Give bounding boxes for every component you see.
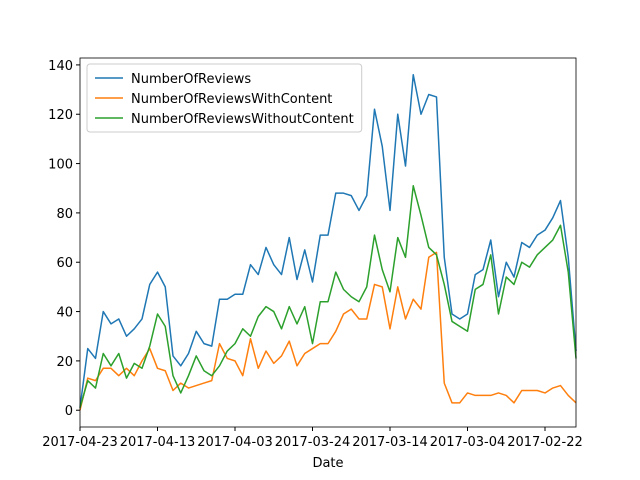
- y-tick-label: 40: [56, 306, 73, 321]
- y-tick-label: 60: [56, 256, 73, 271]
- x-tick-label: 2017-04-13: [120, 435, 196, 450]
- y-tick-label: 0: [65, 404, 73, 419]
- y-tick-label: 100: [48, 158, 73, 173]
- series-line: [79, 185, 577, 408]
- x-tick-label: 2017-04-23: [42, 435, 118, 450]
- x-tick-label: 2017-04-03: [197, 435, 273, 450]
- y-tick-label: 120: [48, 108, 73, 123]
- legend-label: NumberOfReviews: [131, 72, 251, 87]
- x-tick-label: 2017-03-24: [275, 435, 351, 450]
- x-tick-label: 2017-03-04: [430, 435, 506, 450]
- series-line: [79, 251, 577, 411]
- y-tick-label: 20: [56, 355, 73, 370]
- series-line: [79, 74, 577, 408]
- legend: NumberOfReviews NumberOfReviewsWithConten…: [86, 63, 363, 133]
- y-tick-label: 80: [56, 207, 73, 222]
- legend-label: NumberOfReviewsWithoutContent: [131, 112, 354, 127]
- y-tick-label: 140: [48, 59, 73, 74]
- x-axis-label: Date: [312, 456, 343, 471]
- x-tick-label: 2017-02-22: [507, 435, 583, 450]
- legend-box: [86, 63, 363, 133]
- legend-label: NumberOfReviewsWithContent: [131, 92, 332, 107]
- x-tick-label: 2017-03-14: [352, 435, 428, 450]
- plot-frame: [79, 57, 577, 428]
